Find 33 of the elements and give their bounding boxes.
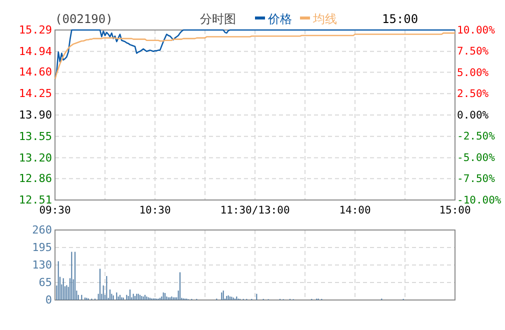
y-tick-label: 13.90 (18, 108, 52, 122)
x-tick-label: 15:00 (439, 204, 471, 216)
x-tick-label: 09:30 (39, 204, 71, 216)
y2-tick-label: 10.00% (457, 24, 496, 36)
y-tick-label: 12.86 (18, 172, 52, 186)
y-tick-label: 14.94 (18, 44, 52, 58)
y2-tick-label: -7.50% (457, 173, 496, 186)
y2-tick-label: 5.00% (457, 66, 490, 79)
y-tick-label: 195 (32, 241, 52, 254)
y-tick-label: 15.29 (18, 24, 52, 37)
y-tick-label: 260 (32, 224, 52, 237)
x-tick-label: 10:30 (139, 204, 171, 216)
y-tick-label: 65 (38, 276, 52, 290)
y2-tick-label: -2.50% (457, 130, 496, 143)
y-tick-label: 14.60 (18, 66, 52, 79)
y2-tick-label: 0.00% (457, 109, 490, 122)
legend-label: 均线 (312, 12, 337, 26)
x-tick-label: 11:30/13:00 (220, 204, 290, 216)
y-tick-label: 13.20 (18, 151, 52, 164)
y2-tick-label: 7.50% (457, 46, 490, 58)
y-tick-label: 0 (45, 294, 52, 307)
y2-tick-label: -10.00% (457, 194, 502, 206)
y-tick-label: 13.55 (18, 130, 52, 143)
y-tick-label: 14.25 (18, 87, 52, 100)
text: 15:00 (382, 12, 418, 26)
y2-tick-label: 2.50% (457, 88, 490, 100)
chart-title: (002190) (55, 12, 113, 26)
x-tick-label: 14:00 (339, 204, 371, 216)
y-tick-label: 12.51 (18, 194, 52, 207)
chart-subtitle: 分时图 (200, 12, 236, 26)
y2-tick-label: -5.00% (457, 152, 496, 164)
legend-label: 价格 (267, 12, 292, 26)
y-tick-label: 130 (32, 258, 52, 272)
